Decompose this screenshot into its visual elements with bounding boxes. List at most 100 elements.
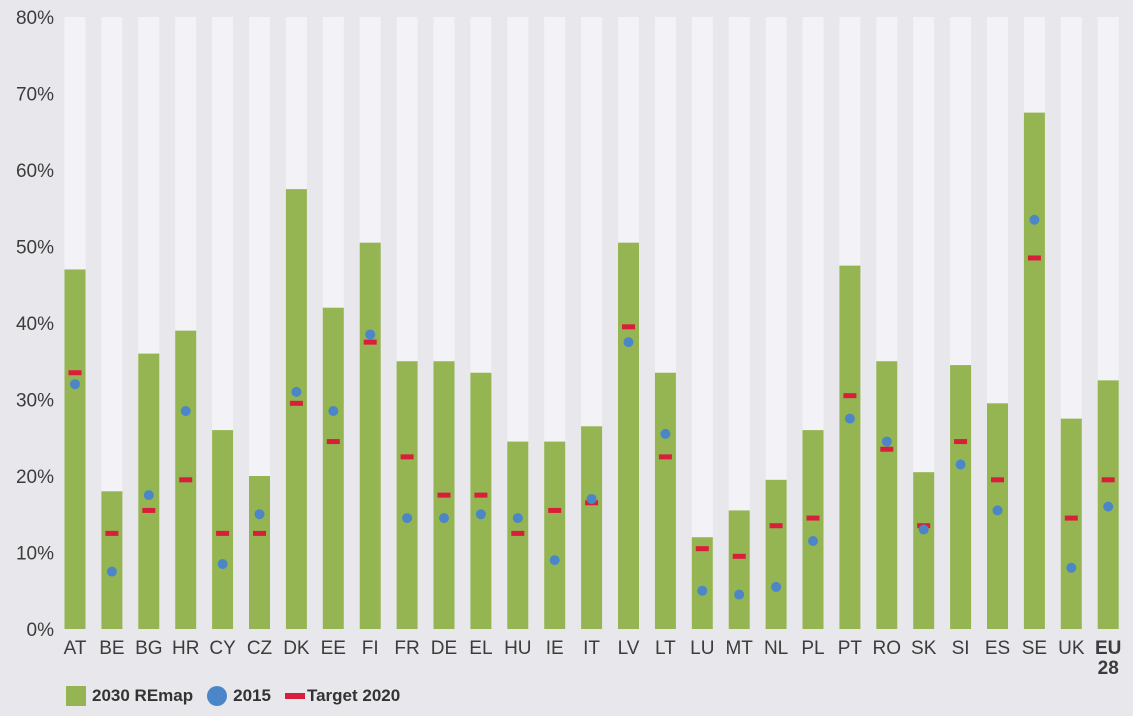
- y-tick-label: 20%: [16, 467, 54, 488]
- x-tick-label: BG: [135, 638, 162, 659]
- target-2020-marker: [400, 454, 414, 460]
- legend-swatch-dot: [207, 686, 228, 706]
- target-2020-marker: [437, 492, 451, 498]
- x-tick-label: SI: [952, 638, 970, 659]
- x-tick-label: HR: [172, 638, 199, 659]
- bar-2030-remap: [581, 426, 603, 629]
- x-tick-label: NL: [764, 638, 788, 659]
- target-2020-marker: [1027, 255, 1041, 261]
- x-tick-label: DK: [283, 638, 310, 659]
- point-2015: [180, 405, 191, 416]
- legend-item-2015: 2015: [207, 686, 271, 706]
- target-2020-marker: [105, 530, 119, 536]
- bar-track: [101, 17, 123, 629]
- bar-2030-remap: [987, 403, 1008, 629]
- point-2015: [291, 386, 302, 397]
- x-tick-label: PL: [801, 638, 824, 659]
- target-2020-marker: [769, 523, 783, 529]
- y-tick-label: 40%: [16, 314, 54, 335]
- target-2020-marker: [289, 400, 303, 406]
- x-tick-label: ES: [985, 638, 1010, 659]
- bar-2030-remap: [212, 430, 234, 629]
- point-2015: [254, 509, 265, 520]
- y-tick-label: 70%: [16, 85, 54, 106]
- point-2015: [881, 436, 892, 447]
- point-2015: [365, 329, 376, 340]
- bar-2030-remap: [544, 441, 566, 629]
- x-tick-label: LU: [690, 638, 714, 659]
- bar-2030-remap: [654, 372, 676, 629]
- target-2020-marker: [511, 530, 525, 536]
- bar-2030-remap: [1060, 418, 1082, 629]
- legend-swatch-dash: [284, 693, 305, 699]
- target-2020-marker: [622, 324, 635, 330]
- point-2015: [844, 413, 855, 424]
- x-tick-label: BE: [99, 638, 124, 659]
- legend: 2030 REmap 2015 Target 2020: [66, 686, 414, 706]
- bar-2030-remap: [839, 265, 861, 629]
- point-2015: [660, 428, 671, 439]
- y-tick-label: 30%: [16, 391, 54, 412]
- bar-track: [728, 17, 750, 629]
- point-2015: [771, 581, 782, 592]
- bar-2030-remap: [359, 242, 381, 630]
- x-tick-label: CZ: [247, 638, 273, 659]
- target-2020-marker: [806, 515, 820, 521]
- point-2015: [217, 558, 228, 569]
- target-2020-marker: [363, 339, 377, 345]
- point-2015: [512, 513, 523, 524]
- target-2020-marker: [179, 477, 193, 483]
- bar-2030-remap: [618, 242, 639, 630]
- x-tick-label: HU: [504, 638, 531, 659]
- point-2015: [1066, 562, 1077, 573]
- x-tick-label: MT: [725, 638, 753, 659]
- bar-2030-remap: [1023, 112, 1045, 629]
- target-2020-marker: [326, 439, 340, 445]
- x-tick-label: SK: [911, 638, 937, 659]
- legend-item-target: Target 2020: [284, 686, 401, 706]
- target-2020-marker: [732, 553, 746, 559]
- target-2020-marker: [1101, 477, 1115, 483]
- point-2015: [328, 405, 339, 416]
- point-2015: [697, 585, 708, 596]
- point-2015: [808, 536, 818, 547]
- x-tick-label: EE: [321, 638, 346, 659]
- bar-2030-remap: [691, 537, 713, 629]
- target-2020-marker: [68, 370, 82, 376]
- x-tick-label: RO: [873, 638, 902, 659]
- point-2015: [955, 459, 966, 470]
- bar-2030-remap: [728, 510, 750, 629]
- point-2015: [1029, 214, 1040, 225]
- point-2015: [439, 513, 449, 524]
- x-tick-label: LT: [655, 638, 676, 659]
- bar-2030-remap: [285, 189, 307, 629]
- legend-label-target: Target 2020: [306, 686, 401, 705]
- bar-2030-remap: [950, 365, 972, 629]
- x-tick-label: SE: [1022, 638, 1047, 659]
- target-2020-marker: [474, 492, 488, 498]
- bar-2030-remap: [64, 269, 86, 629]
- x-tick-label: DE: [431, 638, 457, 659]
- x-tick-label: AT: [64, 638, 87, 659]
- bar-2030-remap: [396, 361, 418, 629]
- bar-2030-remap: [249, 476, 270, 629]
- x-tick-label: EL: [469, 638, 492, 659]
- bar-track: [765, 17, 787, 629]
- x-tick-label: FI: [362, 638, 379, 659]
- target-2020-marker: [1064, 515, 1078, 521]
- legend-item-remap: 2030 REmap: [66, 686, 193, 706]
- y-tick-label: 60%: [16, 161, 54, 182]
- point-2015: [143, 490, 154, 501]
- bar-2030-remap: [322, 307, 344, 629]
- target-2020-marker: [658, 454, 672, 460]
- point-2015: [475, 509, 486, 520]
- legend-swatch-bar: [66, 686, 86, 706]
- legend-label-2015: 2015: [233, 686, 271, 705]
- bar-2030-remap: [765, 479, 787, 629]
- target-2020-marker: [954, 439, 968, 445]
- target-2020-marker: [991, 477, 1004, 483]
- target-2020-marker: [695, 546, 709, 552]
- target-2020-marker: [253, 530, 266, 536]
- x-tick-label: PT: [838, 638, 863, 659]
